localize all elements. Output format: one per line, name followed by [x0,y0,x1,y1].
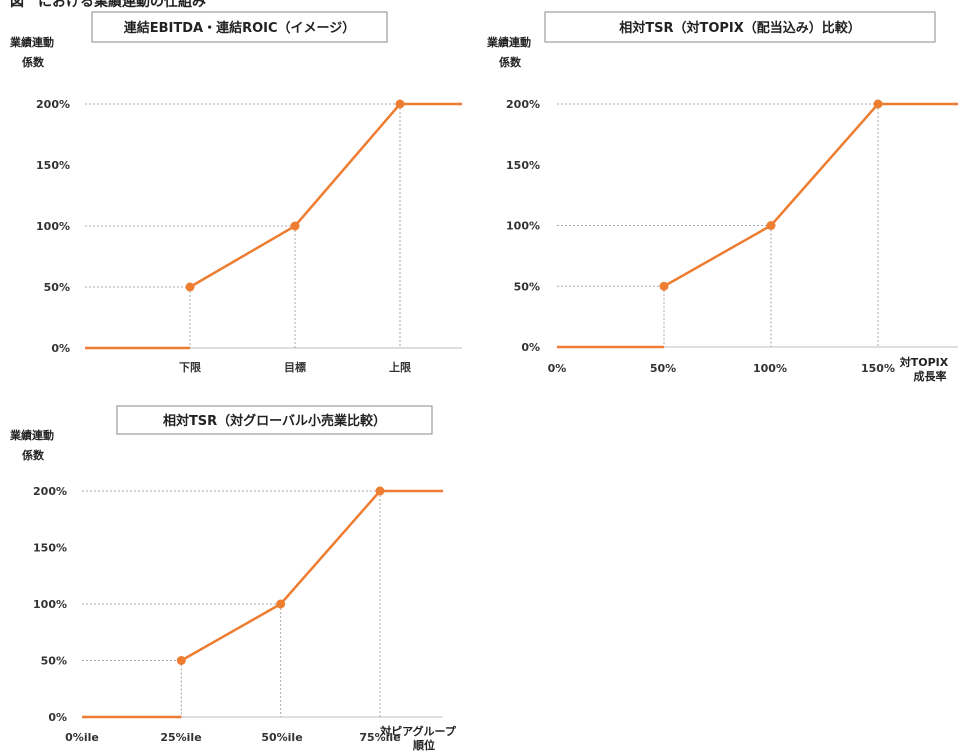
data-point [185,282,195,292]
x-tick-label: 0%ile [65,731,99,744]
y-tick-label: 100% [33,598,67,611]
figure-header: 図 における業績連動の仕組み [0,0,600,10]
chart-title-box [544,11,936,43]
data-point [375,486,385,496]
y-axis-label: 係数 [22,55,45,69]
y-tick-label: 100% [506,220,540,233]
y-tick-label: 200% [36,98,70,111]
y-tick-label: 0% [521,341,540,354]
figure-header-text: 図 における業績連動の仕組み [10,0,206,10]
x-axis-label: 順位 [413,738,435,752]
chart-title: 相対TSR（対TOPIX（配当込み）比較） [619,20,861,36]
chart-title-box [116,405,433,435]
x-tick-label: 目標 [284,360,306,374]
x-tick-label: 50%ile [261,731,302,744]
y-axis-label: 業績連動 [9,35,54,49]
chart-title-box [91,11,388,43]
data-point [290,221,300,231]
data-point [873,99,883,109]
data-point [276,599,286,609]
y-tick-label: 150% [506,159,540,172]
y-tick-label: 150% [33,542,67,555]
series-line [180,490,381,662]
y-axis-label: 係数 [499,55,522,69]
x-tick-label: 上限 [389,360,411,374]
chart-title: 相対TSR（対グローバル小売業比較） [163,413,386,429]
y-axis-label: 係数 [22,448,45,462]
x-axis-label: 成長率 [914,369,947,383]
chart-title: 連結EBITDA・連結ROIC（イメージ） [124,20,356,36]
y-axis-label: 業績連動 [486,35,531,49]
data-point [395,99,405,109]
data-point [659,281,669,291]
y-tick-label: 50% [41,655,67,668]
x-axis-label: 対TOPIX [899,355,949,369]
data-point [176,656,186,665]
x-tick-label: 100% [753,362,787,375]
data-point [766,221,776,230]
y-tick-label: 50% [514,280,540,293]
x-tick-label: 25%ile [160,731,201,744]
x-axis-label: 対ピアグループ [379,724,457,738]
y-tick-label: 200% [33,485,67,498]
x-tick-label: 150% [861,362,895,375]
x-tick-label: 50% [650,362,676,375]
y-tick-label: 0% [48,711,67,724]
y-tick-label: 200% [506,98,540,111]
y-tick-label: 0% [51,342,70,355]
x-tick-label: 0% [548,362,567,375]
x-tick-label: 下限 [179,360,201,374]
y-tick-label: 150% [36,159,70,172]
y-axis-label: 業績連動 [9,428,54,442]
x-tick-label: 75%ile [359,731,400,744]
y-tick-label: 100% [36,220,70,233]
y-tick-label: 50% [44,281,70,294]
